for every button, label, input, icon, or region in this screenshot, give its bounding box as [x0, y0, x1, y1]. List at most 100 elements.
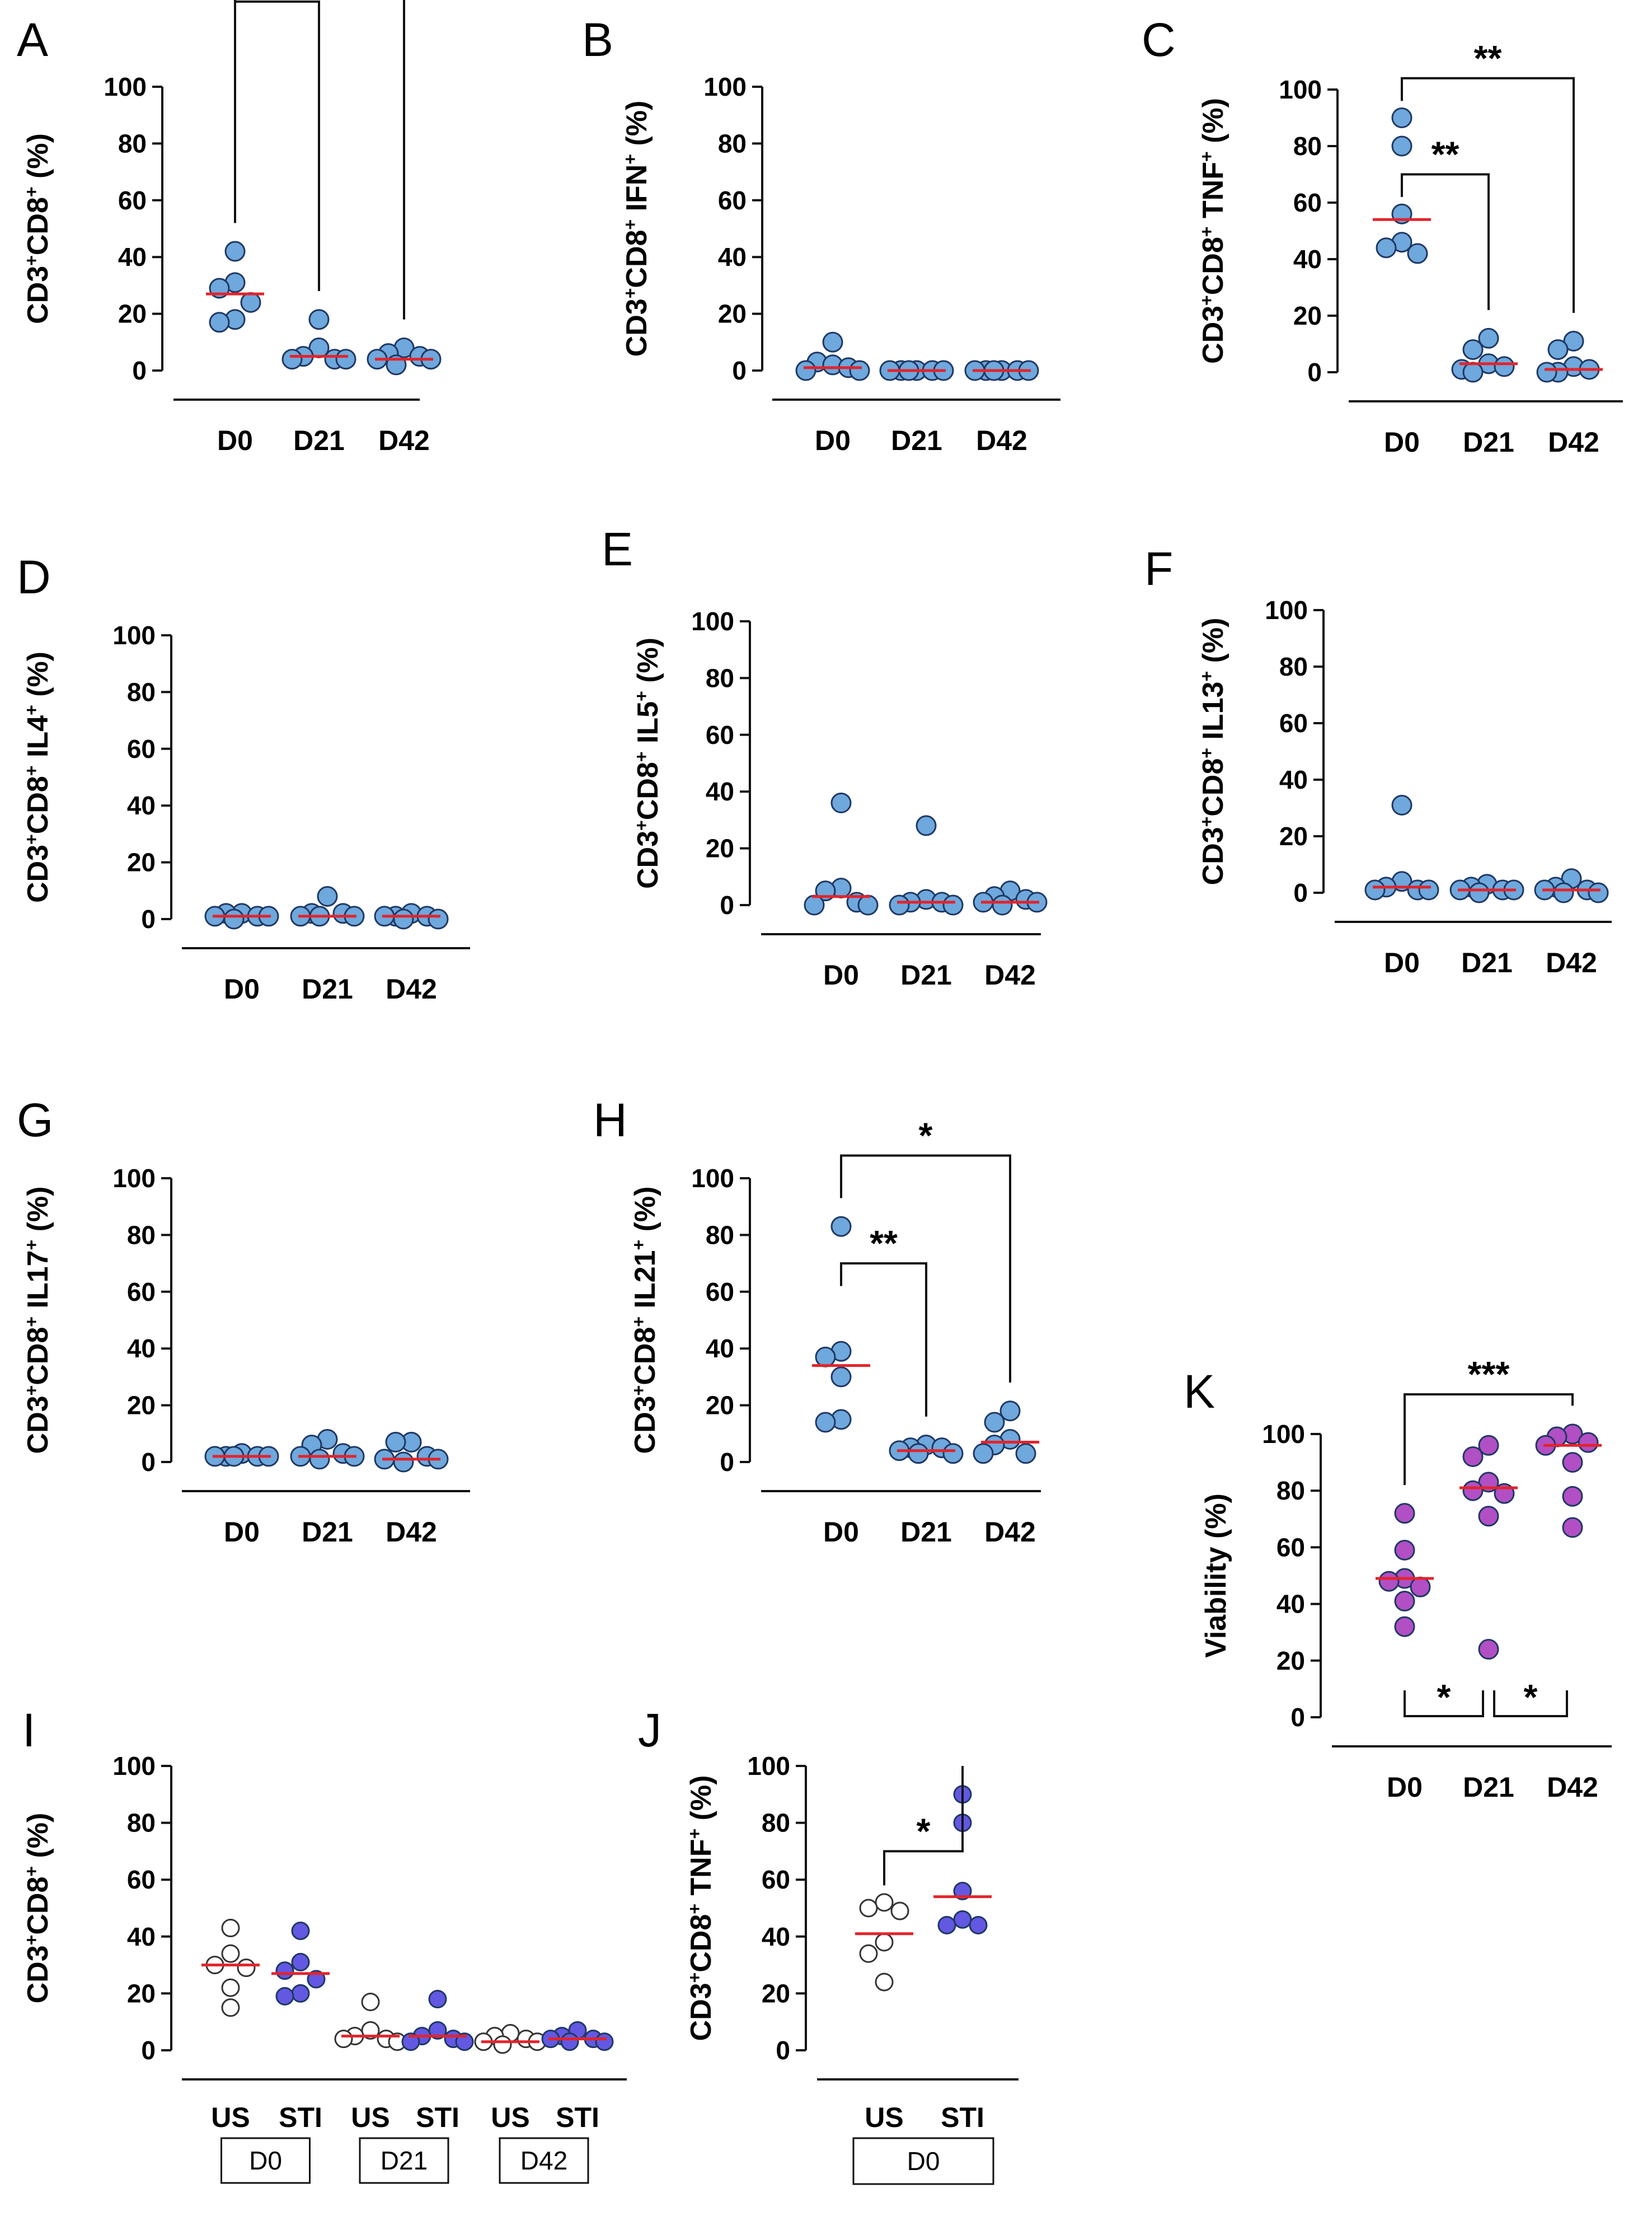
data-point: [804, 894, 825, 916]
y-tick-label: 80: [706, 663, 734, 692]
chart-panel-i: I CD3+CD8+ (%) 0 20 40 60 80 100 US STI US STI US STI…: [21, 1704, 627, 2184]
significance-bracket: [234, 0, 320, 292]
data-point: [1478, 1435, 1499, 1456]
data-point: [1364, 879, 1386, 901]
y-tick-label: 40: [706, 1334, 734, 1363]
panel-letter: E: [602, 523, 633, 575]
y-axis-title: Viability (%): [1200, 1493, 1232, 1658]
x-category-label: STI: [416, 2102, 459, 2133]
y-tick-label: 40: [1276, 1590, 1305, 1619]
y-axis-title: CD3+CD8+ (%): [21, 133, 54, 324]
significance-label: ***: [1468, 1354, 1510, 1394]
x-category-label: US: [865, 2102, 903, 2133]
significance-bracket: [840, 1262, 927, 1417]
data-point: [830, 1366, 852, 1388]
data-point: [1478, 1506, 1499, 1527]
significance-bracket: [234, 0, 405, 320]
data-point: [240, 292, 261, 313]
panel-letter: K: [1184, 1365, 1215, 1418]
y-tick-label: 80: [1279, 652, 1308, 681]
significance-label: **: [263, 0, 291, 2]
y-tick-label: 0: [141, 905, 156, 934]
data-point: [1391, 135, 1412, 157]
y-tick-label: 80: [127, 1808, 156, 1838]
y-tick-label: 20: [1276, 1646, 1305, 1675]
y-tick-label: 40: [706, 777, 734, 806]
x-category-label: D0: [823, 959, 859, 991]
x-category-label: D21: [900, 1516, 952, 1548]
data-point: [291, 1984, 310, 2003]
data-point: [1015, 1443, 1036, 1464]
data-point: [1378, 1571, 1400, 1592]
y-tick-label: 20: [718, 299, 747, 329]
data-point: [291, 1953, 310, 1972]
data-point: [908, 1443, 929, 1464]
y-tick-label: 60: [127, 1277, 156, 1306]
panel-letter: D: [17, 551, 51, 603]
data-point: [1563, 330, 1584, 352]
data-point: [953, 1910, 972, 1929]
data-point: [1562, 1452, 1583, 1473]
y-tick-label: 0: [141, 2036, 156, 2065]
data-point: [428, 908, 449, 930]
y-tick-label: 40: [1279, 765, 1308, 794]
y-tick-label: 100: [104, 72, 147, 101]
data-point: [275, 1961, 294, 1980]
x-category-label: D42: [1548, 427, 1599, 458]
y-tick-label: 100: [691, 1164, 734, 1193]
data-point: [1391, 794, 1412, 816]
y-tick-label: 100: [703, 72, 747, 101]
data-point: [992, 894, 1013, 916]
data-point: [857, 894, 879, 916]
significance-bracket: [1401, 77, 1575, 313]
x-category-label: D21: [900, 959, 952, 991]
data-point: [428, 1990, 447, 2009]
y-axis-title: CD3+CD8+ TNF+ (%): [1196, 98, 1229, 364]
y-tick-label: 40: [118, 242, 147, 271]
x-category-label: D42: [378, 425, 430, 456]
data-point: [1468, 882, 1490, 903]
y-tick-label: 60: [118, 186, 147, 215]
y-tick-label: 60: [127, 1865, 156, 1894]
data-point: [875, 1893, 894, 1912]
data-point: [393, 908, 414, 930]
data-point: [385, 1432, 406, 1453]
y-tick-label: 40: [762, 1922, 790, 1951]
data-point: [361, 1993, 380, 2012]
y-tick-label: 100: [1279, 75, 1322, 104]
y-tick-label: 40: [127, 1334, 156, 1363]
y-tick-label: 0: [732, 356, 747, 385]
chart-panel-b: B CD3+CD8+ IFN+ (%) 0 20 40 60 80 100 D0 D21 D42: [582, 13, 1060, 456]
y-axis-title: CD3+CD8+ (%): [21, 1813, 54, 2004]
y-tick-label: 100: [112, 621, 156, 650]
y-axis-title: CD3+CD8+ IL17+ (%): [21, 1187, 54, 1454]
data-point: [1394, 1503, 1415, 1524]
y-axis-title: CD3+CD8+ IL21+ (%): [628, 1187, 661, 1454]
significance-bracket: [1404, 1690, 1484, 1717]
y-tick-label: 20: [127, 848, 156, 877]
significance-bracket: [883, 1766, 964, 1886]
data-point: [999, 1400, 1021, 1422]
significance-bracket: [1404, 1393, 1574, 1486]
significance-label: **: [1474, 38, 1502, 78]
y-tick-label: 100: [691, 607, 734, 636]
y-tick-label: 0: [141, 1447, 156, 1477]
data-point: [830, 792, 852, 813]
data-point: [953, 1882, 972, 1901]
significance-label: *: [1437, 1677, 1451, 1717]
data-point: [237, 1958, 256, 1978]
panel-letter: I: [22, 1704, 35, 1756]
x-category-label: D42: [386, 973, 437, 1005]
y-axis-title: CD3+CD8+ IL13+ (%): [1196, 618, 1229, 885]
y-tick-label: 60: [1276, 1533, 1305, 1562]
x-category-label: D21: [293, 425, 345, 456]
data-point: [815, 1346, 836, 1367]
data-point: [493, 2035, 512, 2054]
y-axis-title: CD3+CD8+ IL4+ (%): [21, 652, 54, 903]
group-box: [220, 2137, 311, 2184]
x-category-label: US: [211, 2102, 250, 2133]
data-point: [942, 894, 964, 916]
data-point: [317, 885, 338, 907]
